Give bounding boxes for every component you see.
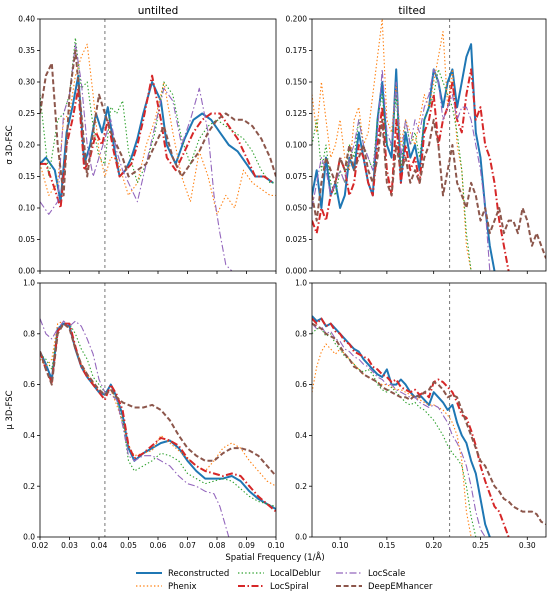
series-reconstructed xyxy=(312,315,491,537)
untilted-mu-panel: 0.02 0.03 0.04 0.05 0.06 0.07 0.08 0.09 0.10 0.0 0… xyxy=(23,279,285,550)
tilted-sigma-panel: 0.000 0.025 0.050 0.075 0.100 0.125 0.150 0.175… xyxy=(286,15,547,276)
series-reconstructed xyxy=(40,322,276,510)
legend-item-phenix: Phenix xyxy=(136,582,197,592)
series-deepemhancer xyxy=(312,322,546,526)
x-tick-label: 0.25 xyxy=(472,541,489,550)
series-locscale xyxy=(40,43,233,271)
x-tick-label: 0.07 xyxy=(179,541,196,550)
y-tick-label: 0.4 xyxy=(23,431,35,440)
y-tick-label: 0.6 xyxy=(23,380,35,389)
series-locspiral xyxy=(40,74,274,209)
y-tick-label: 0.30 xyxy=(18,78,35,87)
y-tick-label: 0.200 xyxy=(286,15,308,24)
y-tick-label: 0.125 xyxy=(286,109,308,118)
untilted-sigma-panel: 0.00 0.05 0.10 0.15 0.20 0.25 0.30 0.35 0.40 xyxy=(18,15,277,276)
y-tick-label: 0.175 xyxy=(286,46,308,55)
series-phenix xyxy=(312,19,472,271)
series-deepemhancer xyxy=(312,118,546,259)
legend-item-reconstructed: Reconstructed xyxy=(136,569,229,579)
sigma-ylabel: σ 3D-FSC xyxy=(5,125,15,164)
y-tick-label: 1.0 xyxy=(23,279,35,288)
tilted-title: tilted xyxy=(398,5,425,17)
x-tick-label: 0.02 xyxy=(32,541,49,550)
y-tick-label: 0.25 xyxy=(18,109,35,118)
x-axis-label: Spatial Frequency (1/Å) xyxy=(225,551,324,563)
y-tick-label: 0.4 xyxy=(295,431,307,440)
x-tick-label: 0.03 xyxy=(61,541,78,550)
legend-label: Reconstructed xyxy=(168,569,229,579)
y-tick-label: 0.000 xyxy=(286,267,308,276)
y-tick-label: 0.100 xyxy=(286,141,308,150)
y-tick-label: 0.2 xyxy=(23,482,35,491)
series-deepemhancer xyxy=(40,49,276,197)
legend-label: DeepEMhancer xyxy=(368,582,433,592)
y-tick-label: 0.6 xyxy=(295,380,307,389)
series-phenix xyxy=(312,343,472,537)
legend-label: LocScale xyxy=(368,569,405,579)
series-deepemhancer xyxy=(40,322,276,477)
legend-item-locspiral: LocSpiral xyxy=(238,582,309,592)
series-locspiral xyxy=(312,68,510,271)
legend-label: LocalDeblur xyxy=(270,569,321,579)
series-locspiral xyxy=(40,322,276,513)
y-tick-label: 0.050 xyxy=(286,204,308,213)
y-tick-label: 1.0 xyxy=(295,279,307,288)
x-tick-label: 0.30 xyxy=(519,541,536,550)
y-tick-label: 0.15 xyxy=(18,172,35,181)
y-tick-label: 0.40 xyxy=(18,15,35,24)
series-localdeblur xyxy=(312,328,477,537)
x-tick-label: 0.20 xyxy=(425,541,442,550)
x-tick-label: 0.05 xyxy=(120,541,137,550)
x-tick-label: 0.06 xyxy=(150,541,167,550)
series-phenix xyxy=(40,43,276,215)
axes-frame xyxy=(311,282,547,538)
x-tick-label: 0.10 xyxy=(332,541,349,550)
y-tick-label: 0.05 xyxy=(18,235,35,244)
legend-item-localdeblur: LocalDeblur xyxy=(238,569,321,579)
mu-ylabel: μ 3D-FSC xyxy=(5,390,15,429)
y-tick-label: 0.0 xyxy=(295,533,307,542)
y-tick-label: 0.35 xyxy=(18,46,35,55)
y-tick-label: 0.0 xyxy=(23,533,35,542)
series-locscale xyxy=(40,318,230,537)
y-tick-label: 0.10 xyxy=(18,204,35,213)
y-tick-label: 0.00 xyxy=(18,267,35,276)
series-locspiral xyxy=(312,317,510,537)
legend-label: LocSpiral xyxy=(270,582,309,592)
series-reconstructed xyxy=(40,74,274,203)
legend-item-locscale: LocScale xyxy=(336,569,405,579)
y-tick-label: 0.150 xyxy=(286,78,308,87)
y-tick-label: 0.8 xyxy=(23,329,35,338)
tilted-mu-panel: 0.10 0.15 0.20 0.25 0.30 0.0 0.2 0.4 0.6 0.8 1.0 xyxy=(295,279,547,550)
legend-label: Phenix xyxy=(168,582,197,592)
y-tick-label: 0.025 xyxy=(286,235,308,244)
series-locscale xyxy=(312,68,491,271)
x-tick-label: 0.09 xyxy=(238,541,255,550)
series-localdeblur xyxy=(312,68,472,271)
legend-item-deepemhancer: DeepEMhancer xyxy=(336,582,433,592)
y-tick-label: 0.8 xyxy=(295,329,307,338)
y-tick-label: 0.2 xyxy=(295,482,307,491)
y-tick-label: 0.075 xyxy=(286,172,308,181)
x-tick-label: 0.15 xyxy=(379,541,396,550)
x-tick-label: 0.08 xyxy=(209,541,226,550)
legend: Reconstructed Phenix LocalDeblur LocSpiral L… xyxy=(136,569,433,592)
x-tick-label: 0.10 xyxy=(268,541,285,550)
series-reconstructed xyxy=(312,43,496,271)
series-locscale xyxy=(312,323,486,537)
axes-frame xyxy=(39,282,277,538)
y-tick-label: 0.20 xyxy=(18,141,35,150)
untilted-title: untilted xyxy=(138,5,179,17)
x-tick-label: 0.04 xyxy=(91,541,108,550)
